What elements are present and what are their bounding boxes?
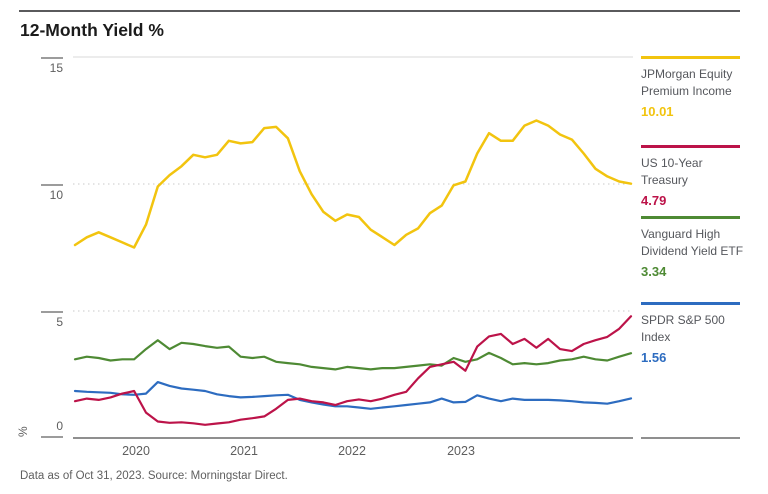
y-tick-0 bbox=[41, 436, 63, 438]
legend-label-line: SPDR S&P 500 bbox=[641, 312, 725, 327]
y-tick-15 bbox=[41, 57, 63, 59]
x-tick-label-2022: 2022 bbox=[338, 444, 366, 458]
series-line-us-10-year-treasury bbox=[73, 315, 633, 426]
legend-label-line: Vanguard High bbox=[641, 226, 721, 241]
legend-label-line: Index bbox=[641, 330, 671, 344]
legend-label-line: Dividend Yield ETF bbox=[641, 244, 744, 258]
legend-color-rule bbox=[641, 56, 740, 59]
legend-label: Vanguard High Dividend Yield ETF bbox=[641, 226, 763, 261]
plot-canvas bbox=[73, 56, 633, 426]
legend-color-rule bbox=[641, 302, 740, 305]
series-line-spdr-s-p-500-index bbox=[73, 381, 633, 410]
series-line-jpmorgan-equity-premium-income bbox=[73, 119, 633, 249]
legend-entry-us-10-year-treasury: US 10-Year Treasury 4.79 bbox=[641, 145, 763, 208]
y-tick-label-0: 0 bbox=[56, 419, 63, 433]
legend-value: 4.79 bbox=[641, 192, 667, 208]
legend-baseline bbox=[641, 437, 740, 439]
legend-label: US 10-Year Treasury bbox=[641, 155, 763, 190]
source-note: Data as of Oct 31, 2023. Source: Morning… bbox=[20, 470, 288, 482]
legend-entry-vanguard-high-dividend-yield-etf: Vanguard High Dividend Yield ETF 3.34 bbox=[641, 216, 763, 279]
y-tick-label-5: 5 bbox=[56, 315, 63, 329]
legend-label-line: Premium Income bbox=[641, 84, 732, 98]
y-tick-5 bbox=[41, 311, 63, 313]
legend-label-line: JPMorgan Equity bbox=[641, 66, 733, 81]
legend-label-line: Treasury bbox=[641, 173, 688, 187]
x-tick-label-2023: 2023 bbox=[447, 444, 475, 458]
chart-title: 12-Month Yield % bbox=[20, 20, 164, 40]
legend-value: 10.01 bbox=[641, 103, 674, 119]
y-tick-label-15: 15 bbox=[49, 61, 63, 75]
legend-value: 1.56 bbox=[641, 349, 667, 365]
legend-entry-spdr-s-p-500-index: SPDR S&P 500 Index 1.56 bbox=[641, 302, 763, 365]
y-axis-unit-label: % bbox=[16, 426, 30, 437]
legend-label-line: US 10-Year bbox=[641, 155, 703, 170]
legend-entry-jpmorgan-equity-premium-income: JPMorgan Equity Premium Income 10.01 bbox=[641, 56, 763, 119]
x-axis-line bbox=[73, 437, 633, 439]
x-tick-label-2020: 2020 bbox=[122, 444, 150, 458]
legend-color-rule bbox=[641, 216, 740, 219]
y-tick-label-10: 10 bbox=[49, 188, 63, 202]
legend-label: SPDR S&P 500 Index bbox=[641, 312, 763, 347]
legend-color-rule bbox=[641, 145, 740, 148]
legend-label: JPMorgan Equity Premium Income bbox=[641, 66, 763, 101]
series-line-vanguard-high-dividend-yield-etf bbox=[73, 339, 633, 371]
legend: JPMorgan Equity Premium Income 10.01 US 10-… bbox=[641, 0, 763, 440]
y-tick-10 bbox=[41, 184, 63, 186]
top-rule bbox=[19, 10, 740, 12]
x-tick-label-2021: 2021 bbox=[230, 444, 258, 458]
legend-value: 3.34 bbox=[641, 263, 667, 279]
